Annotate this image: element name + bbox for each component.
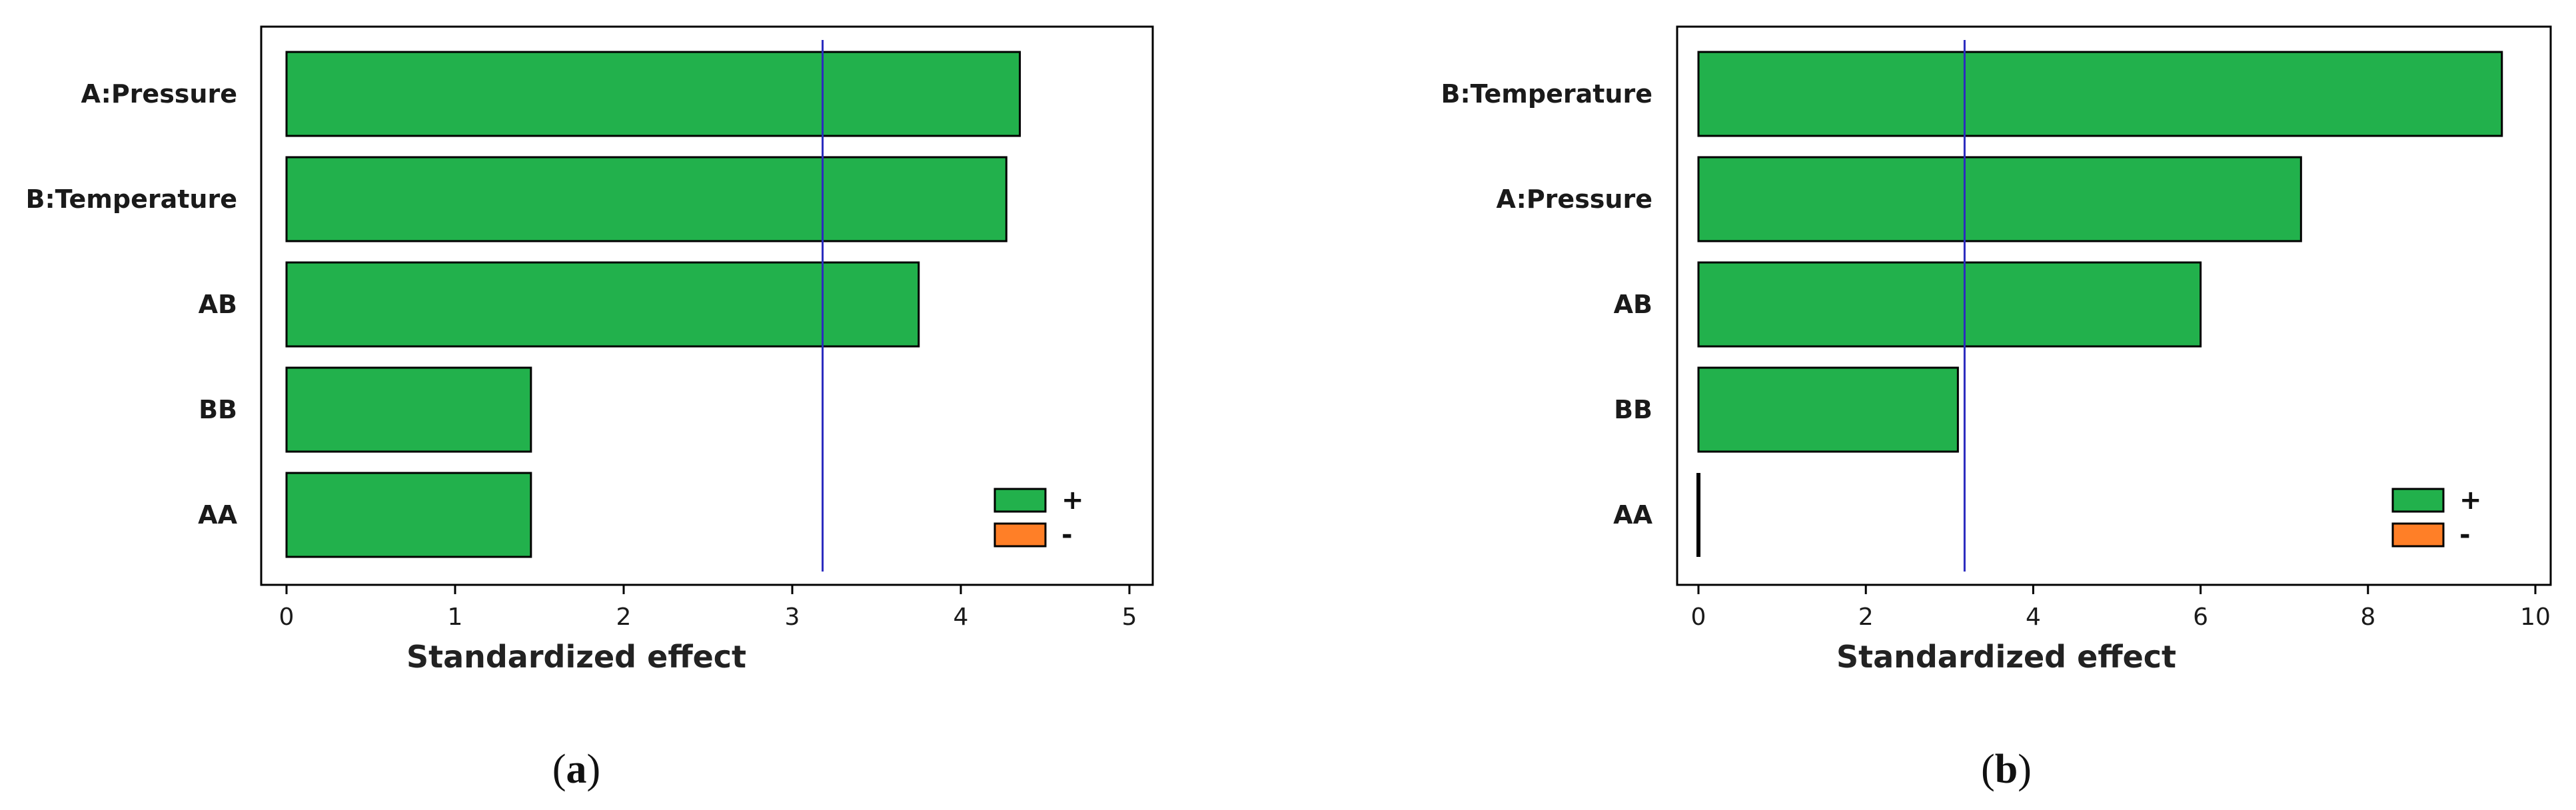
x-axis-title: Standardized effect bbox=[1836, 639, 2176, 675]
x-tick-label: 4 bbox=[2026, 604, 2041, 631]
bar bbox=[285, 156, 1007, 242]
bar bbox=[285, 472, 532, 558]
legend-swatch-negative bbox=[2391, 522, 2445, 548]
category-label: BB bbox=[199, 395, 237, 424]
category-label: B:Temperature bbox=[1441, 79, 1653, 109]
legend-label-positive: + bbox=[2459, 485, 2482, 516]
category-label: AB bbox=[199, 290, 237, 319]
legend-swatch-positive bbox=[2391, 488, 2445, 513]
category-label: BB bbox=[1614, 395, 1652, 424]
x-tick-label: 5 bbox=[1122, 604, 1137, 631]
category-label: A:Pressure bbox=[81, 79, 237, 109]
x-tick-label: 4 bbox=[954, 604, 969, 631]
bar bbox=[285, 261, 920, 348]
x-tick-label: 10 bbox=[2520, 604, 2551, 631]
legend-swatch-positive bbox=[993, 488, 1047, 513]
plot-frame bbox=[1676, 25, 2552, 586]
bar bbox=[285, 366, 532, 453]
x-tick-label: 2 bbox=[616, 604, 632, 631]
category-label: AA bbox=[1613, 500, 1652, 530]
x-tick-label: 3 bbox=[785, 604, 800, 631]
legend-label-negative: - bbox=[2459, 520, 2471, 550]
panel-label: (a) bbox=[552, 747, 600, 792]
x-tick-label: 6 bbox=[2193, 604, 2208, 631]
x-axis-title: Standardized effect bbox=[406, 639, 746, 675]
x-tick-label: 0 bbox=[1691, 604, 1706, 631]
legend-label-negative: - bbox=[1061, 520, 1073, 550]
legend-swatch-negative bbox=[993, 522, 1047, 548]
x-tick-label: 1 bbox=[448, 604, 463, 631]
category-label: A:Pressure bbox=[1497, 185, 1652, 214]
bar bbox=[285, 51, 1021, 137]
chart-panel-a: A:Pressure B:Temperature AB BB AA 0 1 2 3 4 5 Stand… bbox=[26, 25, 1154, 792]
bar bbox=[1697, 366, 1959, 453]
x-tick-label: 0 bbox=[279, 604, 295, 631]
x-tick-label: 8 bbox=[2360, 604, 2375, 631]
bar bbox=[1697, 51, 2503, 137]
panel-label: (b) bbox=[1981, 747, 2032, 792]
chart-panel-b: B:Temperature A:Pressure AB BB AA 0 2 4 6 8 10 Stan… bbox=[1441, 25, 2552, 792]
plot-frame bbox=[260, 25, 1154, 586]
x-tick-label: 2 bbox=[1858, 604, 1874, 631]
legend-label-positive: + bbox=[1061, 485, 1084, 516]
bar bbox=[1697, 261, 2202, 348]
category-label: B:Temperature bbox=[26, 185, 238, 214]
category-label: AB bbox=[1614, 290, 1652, 319]
category-label: AA bbox=[198, 500, 237, 530]
bar bbox=[1697, 156, 2302, 242]
